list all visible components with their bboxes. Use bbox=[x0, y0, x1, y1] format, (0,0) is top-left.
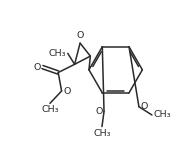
Text: O: O bbox=[76, 31, 84, 40]
Text: O: O bbox=[33, 63, 41, 72]
Text: CH₃: CH₃ bbox=[93, 129, 111, 138]
Text: O: O bbox=[63, 87, 71, 95]
Text: CH₃: CH₃ bbox=[41, 105, 59, 114]
Text: O: O bbox=[140, 102, 148, 111]
Text: CH₃: CH₃ bbox=[153, 110, 171, 119]
Text: O: O bbox=[95, 107, 103, 116]
Text: CH₃: CH₃ bbox=[49, 49, 66, 58]
